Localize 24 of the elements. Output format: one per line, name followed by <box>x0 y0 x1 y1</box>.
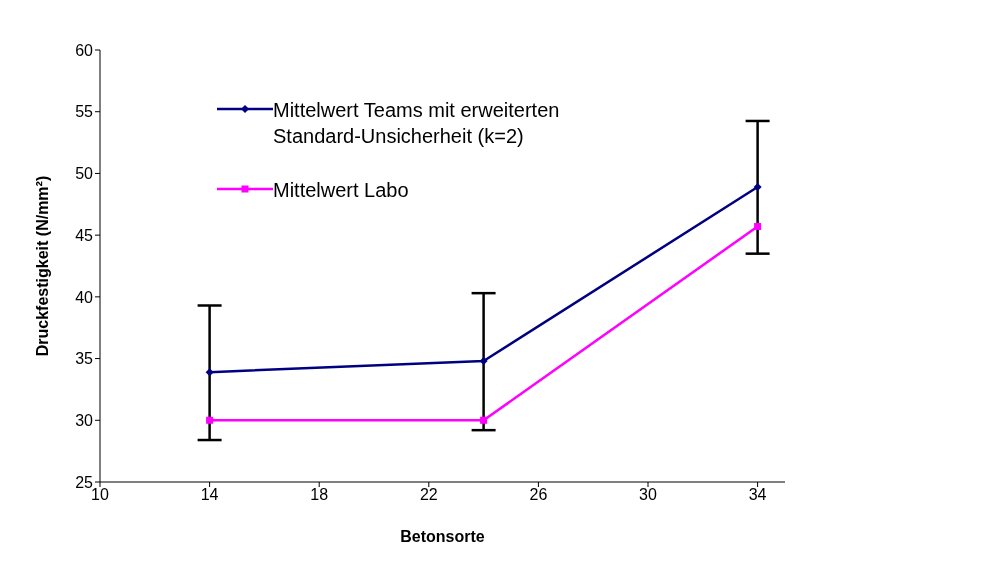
x-axis-title: Betonsorte <box>400 528 485 545</box>
x-tick-label: 30 <box>639 486 657 504</box>
point <box>753 183 762 192</box>
legend-label: Mittelwert Labo <box>273 178 409 203</box>
y-tick-label: 40 <box>75 288 94 306</box>
y-axis-title: Druckfestigkeit (N/mm²) <box>33 175 51 357</box>
y-tick-label: 60 <box>75 41 94 59</box>
x-tick-label: 14 <box>200 486 219 504</box>
y-tick-label: 45 <box>75 226 94 244</box>
x-tick-label: 26 <box>529 486 548 504</box>
point <box>479 357 488 366</box>
x-tick-label: 22 <box>419 486 438 504</box>
y-tick-label: 35 <box>75 350 94 368</box>
point <box>754 223 762 230</box>
x-tick-label: 18 <box>310 486 329 504</box>
y-tick-label: 30 <box>75 411 94 429</box>
point <box>206 416 214 424</box>
y-tick-label: 55 <box>75 103 94 121</box>
point <box>205 368 214 377</box>
x-tick-label: 34 <box>748 486 767 504</box>
y-tick-label: 50 <box>75 165 94 183</box>
x-tick-label: 10 <box>91 486 109 504</box>
point <box>480 416 488 424</box>
legend-label: Mittelwert Teams mit erweiterten Standard-Unsicherheit (k=2) <box>273 98 561 149</box>
